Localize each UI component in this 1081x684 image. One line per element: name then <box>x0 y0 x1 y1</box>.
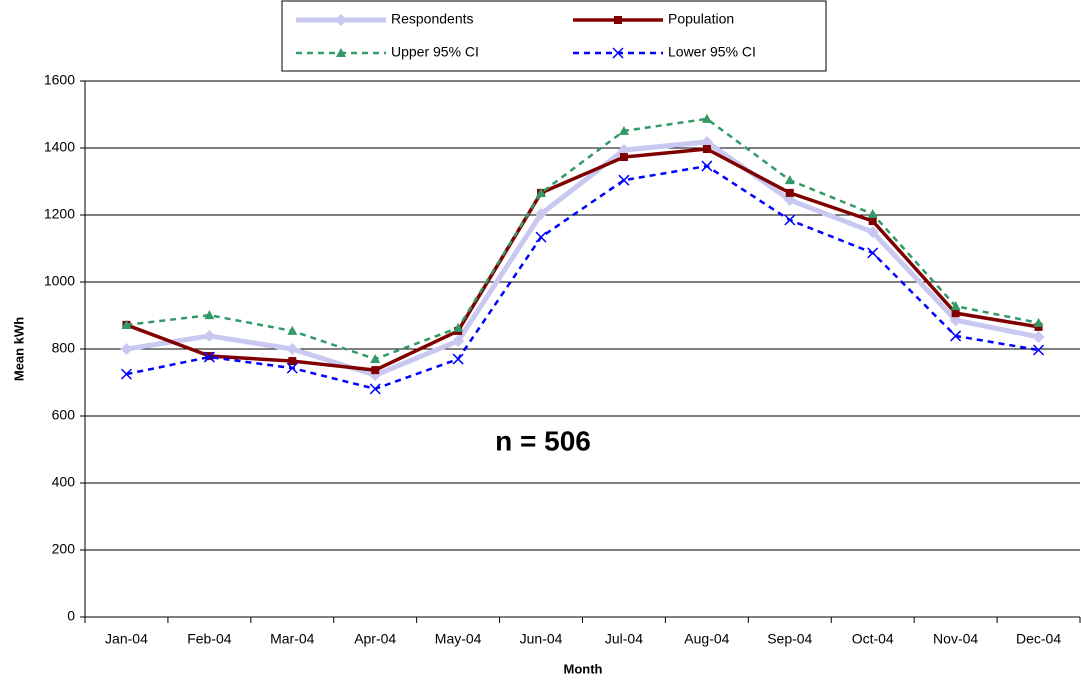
point-marker <box>784 214 796 226</box>
point-marker <box>618 174 630 186</box>
point-marker <box>286 343 299 355</box>
x-tick-label: Dec-04 <box>1016 631 1061 647</box>
annotation: n = 506 <box>495 425 591 456</box>
y-tick-label: 0 <box>67 608 75 624</box>
point-marker <box>701 160 713 172</box>
series-line <box>126 117 1039 361</box>
point-marker <box>287 325 298 335</box>
x-tick-label: Jun-04 <box>520 631 563 647</box>
point-marker <box>203 329 216 342</box>
point-marker <box>949 314 962 327</box>
x-tick-label: Feb-04 <box>187 631 232 647</box>
y-tick-label: 1400 <box>44 139 75 155</box>
point-marker <box>1033 317 1044 327</box>
x-tick-label: Mar-04 <box>270 631 315 647</box>
x-tick-label: Nov-04 <box>933 631 978 647</box>
legend-label: Upper 95% CI <box>391 44 479 60</box>
point-marker <box>950 301 961 311</box>
legend-marker <box>336 48 346 57</box>
point-marker <box>452 334 465 347</box>
point-marker <box>535 207 548 220</box>
y-tick-label: 400 <box>52 474 76 490</box>
x-tick-label: Sep-04 <box>767 631 812 647</box>
point-marker <box>120 368 132 380</box>
x-tick-label: Jul-04 <box>605 631 643 647</box>
legend-marker <box>612 47 624 59</box>
point-marker <box>371 366 380 375</box>
y-tick-label: 800 <box>52 340 76 356</box>
point-marker <box>700 135 713 148</box>
y-axis-title: Mean kWh <box>11 317 26 381</box>
x-tick-label: Oct-04 <box>852 631 894 647</box>
point-marker <box>619 153 628 162</box>
point-marker <box>121 319 132 329</box>
point-marker <box>286 362 298 374</box>
legend-marker <box>335 14 347 26</box>
point-marker <box>120 343 133 355</box>
point-marker <box>951 309 960 318</box>
point-marker <box>783 193 796 206</box>
series-line <box>126 164 1039 391</box>
point-marker <box>784 175 795 185</box>
point-marker <box>453 322 464 332</box>
legend-marker <box>614 16 622 24</box>
point-marker <box>536 187 547 197</box>
x-tick-label: Aug-04 <box>684 631 729 647</box>
point-marker <box>1034 322 1043 331</box>
legend-label: Lower 95% CI <box>668 44 756 60</box>
legend-box <box>281 0 827 72</box>
point-marker <box>288 357 297 366</box>
point-marker <box>867 247 879 259</box>
x-axis-title: Month <box>564 661 603 676</box>
series-line <box>125 147 1039 372</box>
y-tick-label: 1200 <box>44 206 75 222</box>
point-marker <box>866 226 879 239</box>
x-tick-label: Apr-04 <box>354 631 396 647</box>
legend-label: Population <box>668 11 734 27</box>
point-marker <box>617 144 630 157</box>
point-marker <box>203 351 215 363</box>
point-marker <box>369 383 381 395</box>
point-marker <box>618 125 629 135</box>
y-tick-label: 1600 <box>44 72 75 88</box>
point-marker <box>370 354 381 364</box>
point-marker <box>785 188 794 197</box>
series-line <box>126 139 1040 378</box>
y-tick-label: 1000 <box>44 273 75 289</box>
point-marker <box>1033 344 1045 356</box>
point-marker <box>204 310 215 320</box>
legend-label: Respondents <box>391 11 474 27</box>
x-tick-label: May-04 <box>435 631 482 647</box>
legend: Respondents Population Upper 95% CI Lower 9… <box>281 0 827 72</box>
point-marker <box>535 231 547 243</box>
point-marker <box>950 330 962 342</box>
point-marker <box>868 217 877 226</box>
point-marker <box>452 353 464 365</box>
point-marker <box>701 113 712 123</box>
x-tick-label: Jan-04 <box>105 631 148 647</box>
y-tick-label: 600 <box>52 407 76 423</box>
point-marker <box>1032 330 1045 343</box>
point-marker <box>702 145 711 154</box>
point-marker <box>867 208 878 218</box>
y-tick-label: 200 <box>52 541 76 557</box>
